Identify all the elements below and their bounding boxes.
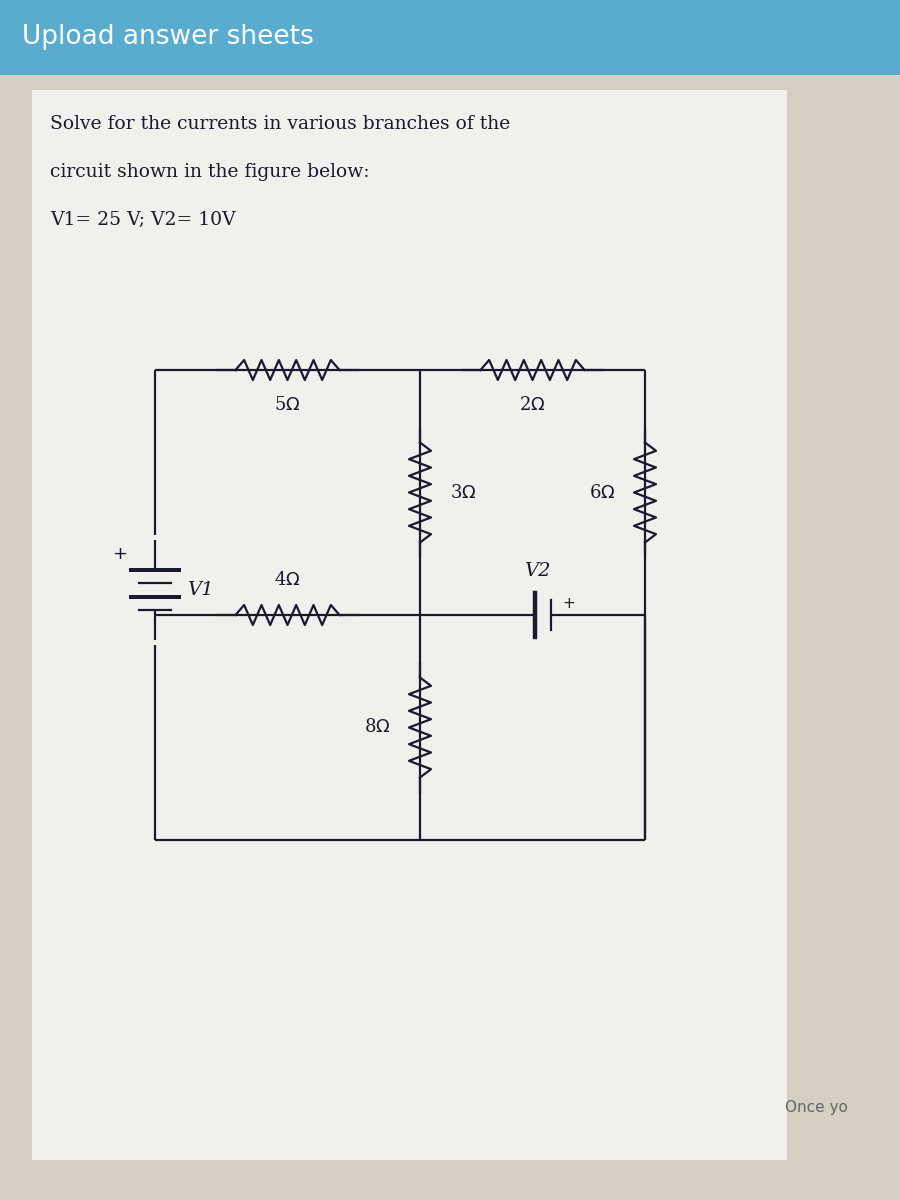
Text: V2: V2	[524, 562, 551, 580]
Text: Once yo: Once yo	[785, 1100, 848, 1115]
Text: Upload answer sheets: Upload answer sheets	[22, 24, 314, 50]
Text: 5$\Omega$: 5$\Omega$	[274, 396, 301, 414]
Text: circuit shown in the figure below:: circuit shown in the figure below:	[50, 163, 370, 181]
Text: V1= 25 V; V2= 10V: V1= 25 V; V2= 10V	[50, 211, 236, 229]
FancyBboxPatch shape	[0, 0, 900, 74]
Text: +: +	[562, 595, 575, 611]
Text: 8$\Omega$: 8$\Omega$	[364, 719, 390, 737]
Text: 2$\Omega$: 2$\Omega$	[519, 396, 545, 414]
Text: 6$\Omega$: 6$\Omega$	[589, 484, 615, 502]
FancyBboxPatch shape	[32, 90, 787, 1160]
Text: 4$\Omega$: 4$\Omega$	[274, 571, 301, 589]
Text: 3$\Omega$: 3$\Omega$	[450, 484, 476, 502]
Text: +: +	[112, 545, 128, 563]
Text: V1: V1	[187, 581, 213, 599]
Text: Solve for the currents in various branches of the: Solve for the currents in various branch…	[50, 115, 510, 133]
